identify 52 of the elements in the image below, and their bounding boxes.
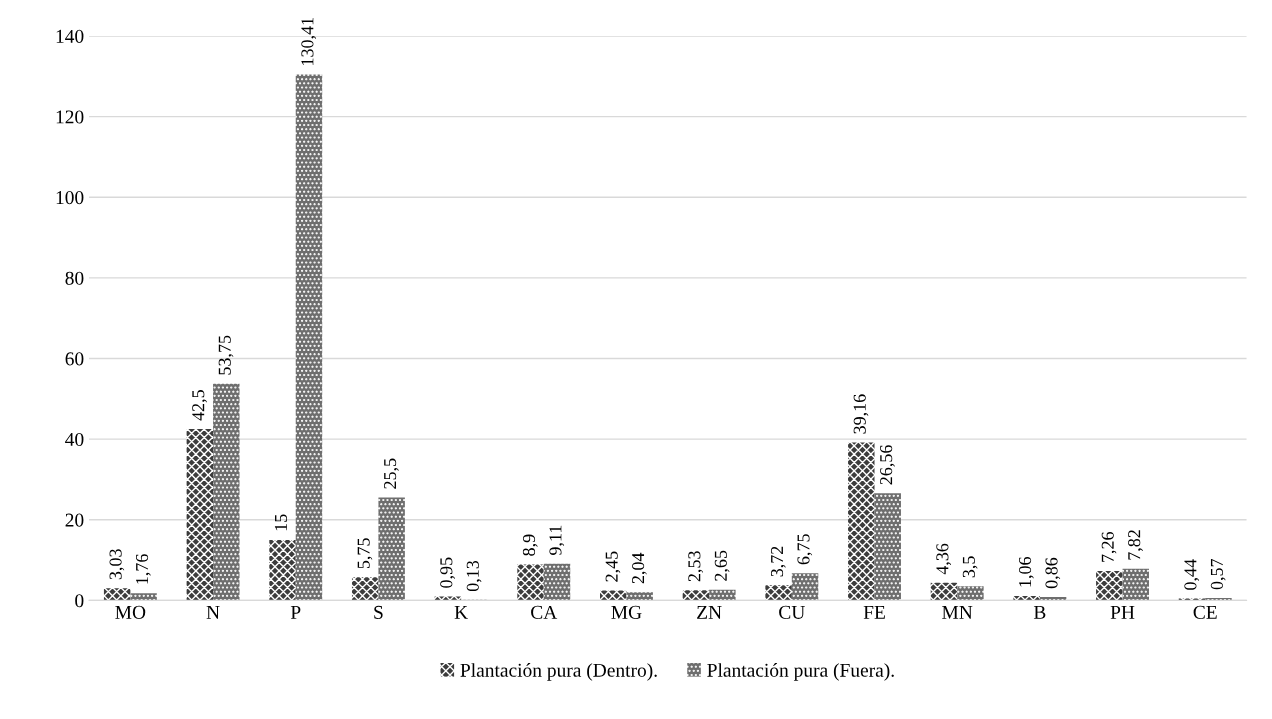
data-label: 0,13	[466, 560, 482, 592]
legend-label: Plantación pura (Fuera).	[707, 663, 894, 681]
data-label: 2,45	[605, 551, 621, 582]
data-label: 1,76	[135, 554, 151, 584]
x-tick-label: K	[454, 605, 468, 619]
data-label: 2,65	[714, 550, 730, 581]
x-tick-label: S	[374, 605, 383, 619]
data-label: 7,26	[1101, 531, 1117, 562]
x-tick-label: PH	[1110, 605, 1135, 619]
data-label: 25,5	[384, 458, 399, 489]
y-tick-label: 20	[65, 513, 84, 527]
data-label: 3,72	[770, 546, 786, 577]
y-tick-label: 140	[56, 29, 84, 43]
x-tick-label: B	[1033, 605, 1046, 619]
x-tick-label: MO	[115, 605, 146, 619]
data-label: 0,57	[1210, 558, 1226, 590]
y-tick-label: 60	[65, 352, 84, 366]
data-label: 130,41	[301, 17, 317, 65]
data-label: 26,56	[880, 445, 895, 485]
data-label: 5,75	[357, 538, 373, 569]
x-tick-label: MG	[611, 605, 642, 619]
data-label: 2,53	[688, 551, 704, 582]
data-label: 0,44	[1184, 559, 1200, 590]
y-tick-label: 80	[65, 271, 84, 285]
data-label: 15	[274, 514, 288, 531]
data-label: 3,5	[962, 556, 978, 578]
x-tick-label: MN	[942, 605, 973, 619]
x-tick-label: N	[206, 605, 220, 619]
data-label: 1,06	[1018, 556, 1034, 587]
data-label: 9,11	[549, 525, 565, 555]
legend-label: Plantación pura (Dentro).	[460, 663, 657, 681]
data-label: 53,75	[218, 335, 234, 375]
data-label: 2,04	[632, 552, 647, 584]
x-tick-label: ZN	[697, 605, 722, 619]
x-tick-label: CU	[779, 605, 805, 619]
data-label: 8,9	[522, 534, 538, 556]
y-tick-label: 120	[56, 110, 84, 124]
data-label: 3,03	[109, 549, 125, 580]
data-label: 6,75	[797, 534, 813, 565]
data-label: 0,95	[440, 557, 455, 588]
data-label: 7,82	[1128, 530, 1143, 560]
x-tick-label: P	[290, 605, 301, 619]
x-tick-label: FE	[863, 605, 885, 619]
y-tick-label: 40	[65, 432, 84, 447]
y-tick-label: 100	[56, 191, 84, 205]
y-tick-label: 0	[75, 594, 84, 608]
data-label: 42,5	[192, 390, 207, 421]
x-tick-label: CE	[1193, 605, 1217, 619]
data-label: 4,36	[936, 543, 952, 575]
data-label: 39,16	[853, 394, 869, 434]
x-tick-label: CA	[531, 605, 558, 619]
data-label: 0,86	[1045, 557, 1061, 589]
